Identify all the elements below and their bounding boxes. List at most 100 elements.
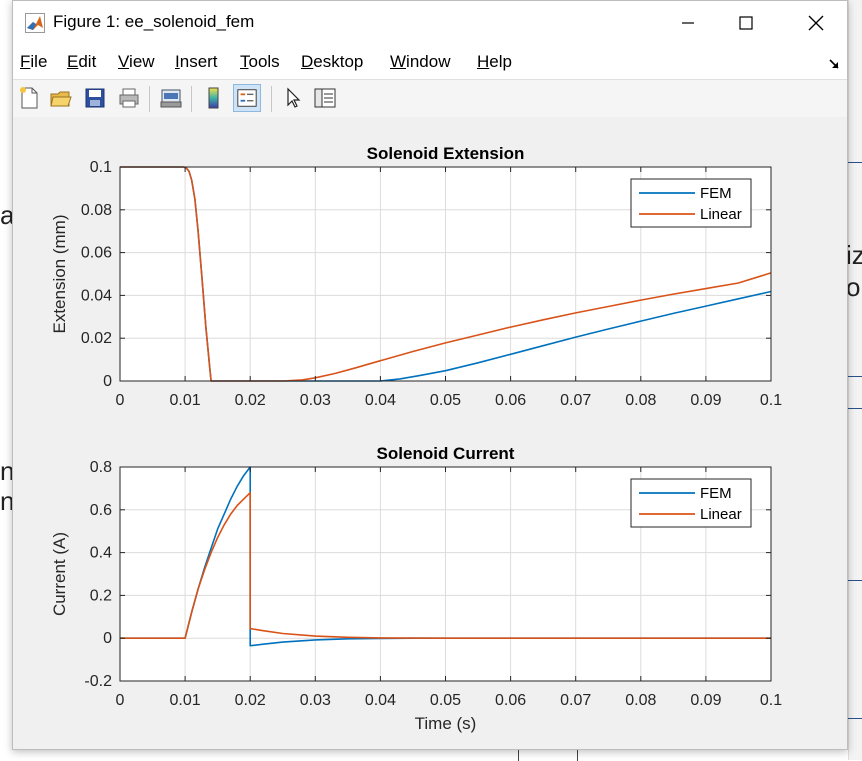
print-preview-button[interactable] [157, 84, 185, 112]
y-tick-label: 0.06 [81, 245, 112, 262]
background-divider [848, 376, 862, 377]
axes-title: Solenoid Current [377, 444, 515, 463]
x-tick-label: 0.03 [300, 692, 331, 709]
menu-insert[interactable]: Insert [175, 52, 218, 71]
menu-window[interactable]: Window [390, 52, 451, 71]
figure-plots: 0 0.01 0.02 0.03 0.04 0.05 0.06 0.07 0.08 0.09 0.1… [50, 144, 782, 733]
series-line-linear [120, 166, 772, 382]
legend[interactable]: FEM Linear [630, 478, 752, 528]
background-divider [848, 408, 862, 409]
background-text-fragment: or [846, 272, 862, 302]
legend[interactable]: FEM Linear [630, 178, 752, 228]
menu-bar: File Edit View Insert Tools Desktop Wind… [13, 45, 847, 79]
print-preview-icon [160, 89, 182, 108]
property-inspector-button[interactable] [311, 84, 339, 112]
colorbar-icon [208, 87, 219, 109]
save-icon [85, 88, 105, 108]
save-button[interactable] [81, 84, 109, 112]
dock-figure-icon[interactable] [827, 57, 841, 71]
y-tick-label: 0.04 [81, 287, 112, 304]
menu-edit[interactable]: Edit [67, 52, 97, 71]
background-divider [848, 718, 862, 719]
figure-window: Figure 1: ee_solenoid_fem File Edit View… [12, 0, 848, 750]
colorbar-button[interactable] [199, 84, 227, 112]
x-tick-label: 0.07 [560, 692, 591, 709]
axes-title: Solenoid Extension [367, 144, 525, 163]
window-title: Figure 1: ee_solenoid_fem [53, 12, 255, 31]
legend-box [630, 178, 752, 228]
x-tick-label: 0.09 [690, 692, 721, 709]
x-tick-label: 0.08 [625, 692, 656, 709]
matlab-logo-icon [25, 13, 45, 33]
x-tick-label: 0.01 [170, 392, 201, 409]
y-axis-label: Current (A) [50, 532, 69, 616]
toolbar-separator [271, 86, 272, 112]
menu-desktop[interactable]: Desktop [301, 52, 364, 71]
print-button[interactable] [115, 84, 143, 112]
x-tick-label: 0.1 [760, 392, 782, 409]
background-divider [848, 580, 862, 581]
axes-1[interactable]: 0 0.01 0.02 0.03 0.04 0.05 0.06 0.07 0.08 0.09 0.1… [50, 144, 782, 409]
background-text-fragment: iz [846, 240, 862, 270]
y-axis-label: Extension (mm) [50, 214, 69, 333]
y-tick-label: 0 [103, 373, 112, 390]
figure-canvas: 0 0.01 0.02 0.03 0.04 0.05 0.06 0.07 0.08 0.09 0.1… [13, 117, 847, 749]
close-button[interactable] [793, 7, 839, 39]
y-tick-label: 0.1 [90, 159, 112, 176]
background-text-fragment: a [0, 200, 15, 230]
minimize-icon [682, 22, 694, 24]
x-tick-label: 0.05 [430, 692, 461, 709]
menu-tools[interactable]: Tools [240, 52, 280, 71]
x-tick-label: 0.05 [430, 392, 461, 409]
legend-label-fem: FEM [700, 485, 732, 502]
x-tick-label: 0.02 [235, 392, 266, 409]
x-tick-label: 0.06 [495, 392, 526, 409]
y-tick-label: 0.02 [81, 330, 112, 347]
menu-file[interactable]: File [20, 52, 48, 71]
y-tick-label: 0.2 [90, 587, 112, 604]
edit-plot-button[interactable] [279, 84, 307, 112]
x-tick-label: 0.08 [625, 392, 656, 409]
x-tick-label: 0.06 [495, 692, 526, 709]
legend-label-linear: Linear [700, 506, 742, 523]
legend-icon [237, 89, 257, 107]
background-text-fragment: n [0, 456, 15, 486]
y-tick-label: 0 [103, 630, 112, 647]
background-window-right [848, 0, 862, 760]
y-tick-label: 0.08 [81, 202, 112, 219]
open-file-button[interactable] [47, 84, 75, 112]
y-tick-label: -0.2 [84, 673, 112, 690]
x-tick-label: 0.04 [365, 392, 396, 409]
background-divider [848, 162, 862, 163]
x-tick-label: 0.04 [365, 692, 396, 709]
background-text-fragment: n [0, 486, 15, 516]
y-tick-label: 0.4 [90, 545, 112, 562]
legend-box [630, 478, 752, 528]
x-tick-label: 0 [116, 392, 125, 409]
y-tick-label: 0.8 [90, 459, 112, 476]
maximize-icon [739, 16, 753, 30]
x-tick-label: 0.03 [300, 392, 331, 409]
toolbar-separator [149, 86, 150, 112]
print-icon [119, 88, 139, 108]
y-tick-label: 0.6 [90, 502, 112, 519]
x-tick-label: 0 [116, 692, 125, 709]
background-window-left [0, 0, 12, 760]
maximize-button[interactable] [723, 7, 769, 39]
x-tick-label: 0.01 [170, 692, 201, 709]
new-figure-icon [20, 87, 38, 109]
x-tick-label: 0.07 [560, 392, 591, 409]
minimize-button[interactable] [665, 7, 711, 39]
x-axis-label: Time (s) [415, 714, 477, 733]
toolbar-separator [191, 86, 192, 112]
menu-help[interactable]: Help [477, 52, 512, 71]
menu-view[interactable]: View [118, 52, 155, 71]
legend-button[interactable] [233, 84, 261, 112]
figure-toolbar [13, 79, 847, 119]
x-tick-label: 0.1 [760, 692, 782, 709]
legend-label-linear: Linear [700, 206, 742, 223]
new-figure-button[interactable] [15, 84, 43, 112]
close-icon [808, 15, 824, 31]
title-bar[interactable]: Figure 1: ee_solenoid_fem [13, 1, 847, 45]
axes-2[interactable]: 0 0.01 0.02 0.03 0.04 0.05 0.06 0.07 0.08 0.09 0.1… [50, 444, 782, 733]
